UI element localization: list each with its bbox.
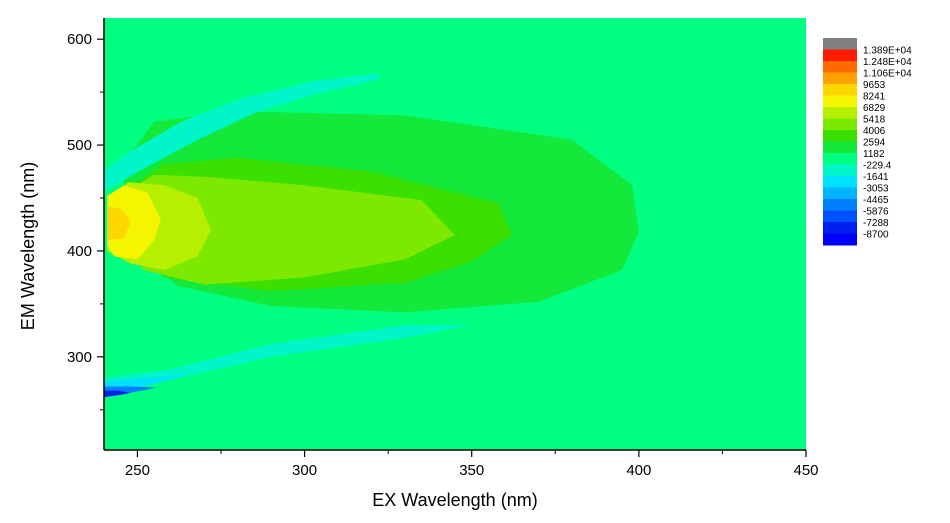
legend-swatch xyxy=(823,233,857,246)
legend-swatch xyxy=(823,49,857,62)
y-tick-label: 500 xyxy=(67,137,92,154)
legend-level-label: -5876 xyxy=(863,207,889,218)
contour-region-5 xyxy=(107,206,131,241)
legend-level-label: -8700 xyxy=(863,230,889,241)
legend-swatch xyxy=(823,210,857,223)
contour-region-9 xyxy=(104,390,131,398)
axes: 250 300 350 400 450 300 400 500 600 xyxy=(67,18,819,479)
x-axis-label: EX Wavelength (nm) xyxy=(372,490,537,510)
legend-level-label: 1182 xyxy=(863,149,885,160)
x-tick-label: 250 xyxy=(125,462,150,479)
x-tick-label: 300 xyxy=(292,462,317,479)
legend-level-label: 1.389E+04 xyxy=(863,46,912,57)
legend-level-label: 1.248E+04 xyxy=(863,57,912,68)
legend-level-label: 4006 xyxy=(863,126,886,137)
legend-swatch xyxy=(823,153,857,165)
contour-region-4 xyxy=(107,185,161,260)
legend-level-label: 2594 xyxy=(863,138,886,149)
legend-level-label: -229.4 xyxy=(863,161,892,172)
legend-swatch xyxy=(823,130,857,142)
legend-swatch xyxy=(823,95,857,108)
legend-swatch xyxy=(823,199,857,211)
legend-swatch xyxy=(823,72,857,85)
legend-level-label: 6829 xyxy=(863,103,886,114)
plot-area xyxy=(104,18,806,450)
x-tick-label: 400 xyxy=(626,462,651,479)
legend-swatch xyxy=(823,222,857,234)
legend-swatch xyxy=(823,164,857,177)
legend-level-label: -3053 xyxy=(863,184,889,195)
legend-swatch xyxy=(823,141,857,154)
legend-level-label: -7288 xyxy=(863,218,889,229)
legend-swatch xyxy=(823,107,857,119)
legend-level-label: -4465 xyxy=(863,195,889,206)
y-tick-label: 600 xyxy=(67,31,92,48)
legend-swatch xyxy=(823,187,857,200)
legend-swatch xyxy=(823,38,857,50)
x-tick-label: 450 xyxy=(793,462,818,479)
legend-level-label: 8241 xyxy=(863,92,886,103)
legend-swatch xyxy=(823,118,857,131)
y-axis-label: EM Wavelength (nm) xyxy=(18,162,38,330)
legend-level-label: 5418 xyxy=(863,115,886,126)
legend-level-label: 1.106E+04 xyxy=(863,69,912,80)
legend-swatch xyxy=(823,176,857,188)
contour-region-10 xyxy=(104,73,379,192)
legend-level-label: 9653 xyxy=(863,80,886,91)
y-tick-label: 300 xyxy=(67,349,92,366)
legend-level-label: -1641 xyxy=(863,172,889,183)
y-tick-label: 400 xyxy=(67,243,92,260)
legend-swatch xyxy=(823,61,857,73)
legend-swatch xyxy=(823,84,857,96)
color-scale-legend: 1.389E+041.248E+041.106E+049653824168295… xyxy=(823,38,912,246)
x-tick-label: 350 xyxy=(459,462,484,479)
